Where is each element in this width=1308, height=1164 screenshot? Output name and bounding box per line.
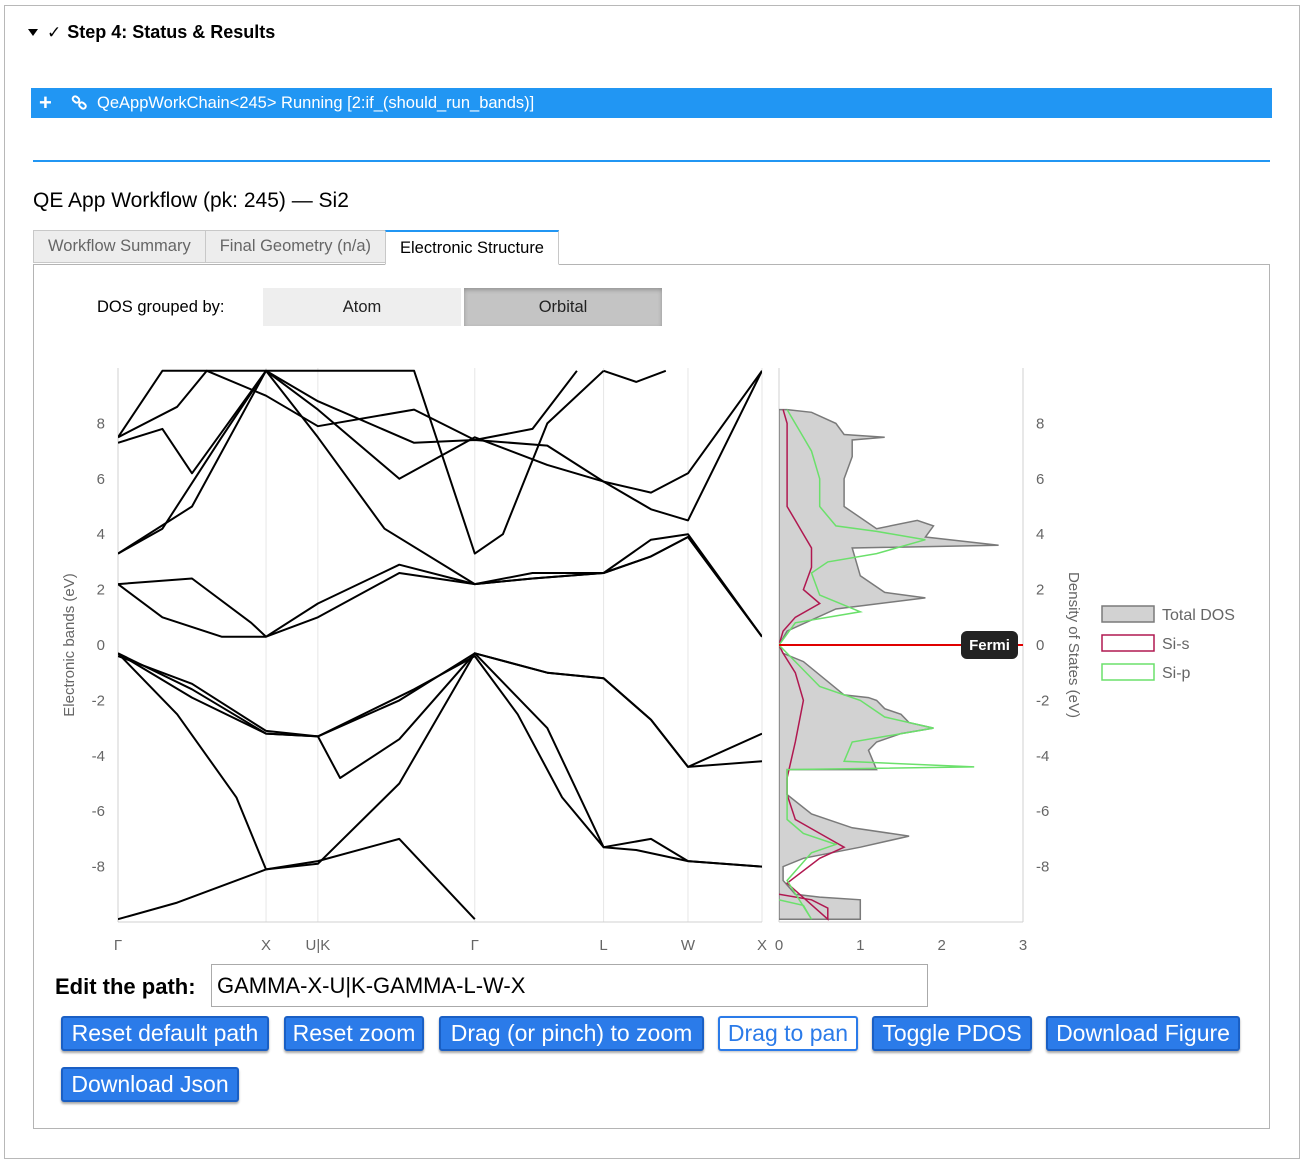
y-axis-label: Electronic bands (eV): [61, 573, 78, 716]
tab-final-geometry[interactable]: Final Geometry (n/a): [204, 230, 387, 263]
legend-label: Si-s: [1162, 636, 1190, 653]
y-tick-label: -6: [92, 803, 105, 820]
dos-y-tick-label: -8: [1036, 859, 1049, 876]
dos-axis-label: Density of States (eV): [1065, 572, 1082, 718]
x-tick-label: X: [757, 937, 767, 954]
edit-path-label: Edit the path:: [55, 974, 196, 999]
band-line: [118, 837, 476, 921]
checkmark-icon: ✓: [47, 22, 62, 42]
drag-zoom-button[interactable]: Drag (or pinch) to zoom: [439, 1016, 704, 1051]
dos-y-tick-label: 0: [1036, 637, 1044, 654]
dos-group-atom-button[interactable]: Atom: [263, 288, 461, 326]
tab-workflow-summary[interactable]: Workflow Summary: [33, 230, 206, 263]
band-line: [118, 536, 762, 638]
plus-icon[interactable]: +: [39, 90, 52, 115]
band-line: [118, 369, 762, 494]
dos-y-tick-label: -2: [1036, 692, 1049, 709]
y-tick-label: 8: [97, 415, 105, 432]
legend-swatch: [1101, 663, 1155, 681]
band-line: [118, 369, 762, 638]
link-icon[interactable]: [71, 95, 89, 111]
fermi-label: Fermi: [969, 637, 1010, 654]
bands-axes: Γ X U|K Γ L W X 8 6 4 2 0 -2 -4 -6 -8 Electronic bands (…: [61, 368, 767, 954]
dos-group-label: DOS grouped by:: [97, 298, 225, 316]
drag-pan-button[interactable]: Drag to pan: [718, 1016, 858, 1051]
step-header[interactable]: ✓ Step 4: Status & Results: [28, 22, 275, 43]
dos-y-tick-label: -4: [1036, 748, 1049, 765]
dos-si-s-line: [779, 409, 846, 921]
dos-y-tick-label: 4: [1036, 526, 1044, 543]
legend-swatch: [1101, 605, 1155, 623]
dos-group-orbital-button[interactable]: Orbital: [464, 288, 662, 326]
x-tick-label: X: [261, 937, 271, 954]
dos-y-tick-label: 6: [1036, 471, 1044, 488]
legend-label: Total DOS: [1162, 607, 1235, 624]
workchain-status-text: QeAppWorkChain<245> Running [2:if_(shoul…: [97, 93, 535, 112]
download-json-button[interactable]: Download Json: [61, 1067, 239, 1102]
result-tabs: Workflow Summary Final Geometry (n/a) El…: [33, 230, 559, 265]
y-tick-label: 0: [97, 637, 105, 654]
dos-total-area: [779, 408, 999, 920]
x-tick-label: L: [599, 937, 607, 954]
band-line: [118, 369, 578, 441]
legend-label: Si-p: [1162, 665, 1191, 682]
dos-x-tick-label: 1: [856, 937, 864, 954]
dos-y-tick-label: -6: [1036, 803, 1049, 820]
toggle-pdos-button[interactable]: Toggle PDOS: [872, 1016, 1032, 1051]
fermi-marker: Fermi: [779, 631, 1023, 659]
reset-default-path-button[interactable]: Reset default path: [61, 1016, 269, 1051]
band-line: [118, 652, 762, 779]
dos-si-p-line: [779, 409, 975, 920]
dos-x-tick-label: 3: [1019, 937, 1027, 954]
step-container: [4, 5, 1300, 1159]
step-title: Step 4: Status & Results: [67, 22, 276, 42]
y-tick-label: 6: [97, 471, 105, 488]
workflow-title: QE App Workflow (pk: 245) — Si2: [33, 189, 349, 212]
workchain-status-bar[interactable]: + QeAppWorkChain<245> Running [2:if_(sho…: [31, 88, 1272, 118]
band-line: [118, 536, 762, 638]
band-line: [118, 369, 605, 555]
y-tick-label: -4: [92, 748, 105, 765]
x-tick-label: Γ: [114, 937, 122, 954]
dos-y-tick-label: 8: [1036, 415, 1044, 432]
band-line: [118, 652, 762, 768]
band-line: [118, 369, 762, 555]
band-line: [603, 369, 667, 383]
dos-legend[interactable]: Total DOS Si-s Si-p: [1101, 605, 1235, 682]
legend-swatch: [1101, 634, 1155, 652]
dos-x-tick-label: 0: [775, 937, 783, 954]
x-tick-label: W: [681, 937, 696, 954]
x-tick-label: Γ: [471, 937, 479, 954]
band-line: [118, 652, 762, 871]
tab-electronic-structure[interactable]: Electronic Structure: [385, 230, 559, 265]
band-lines: [118, 369, 762, 921]
divider: [33, 160, 1270, 162]
y-tick-label: -8: [92, 859, 105, 876]
download-figure-button[interactable]: Download Figure: [1046, 1016, 1240, 1051]
tab-panel: [33, 264, 1270, 1129]
path-input[interactable]: [211, 964, 928, 1007]
dos-series: [779, 408, 999, 921]
y-tick-label: -2: [92, 692, 105, 709]
x-tick-label: U|K: [305, 937, 330, 954]
dos-y-tick-label: 2: [1036, 582, 1044, 599]
y-tick-label: 2: [97, 582, 105, 599]
reset-zoom-button[interactable]: Reset zoom: [284, 1016, 424, 1051]
caret-down-icon: [28, 29, 38, 36]
dos-x-tick-label: 2: [937, 937, 945, 954]
band-line: [118, 655, 762, 868]
fermi-badge: [961, 631, 1018, 659]
y-tick-label: 4: [97, 526, 105, 543]
